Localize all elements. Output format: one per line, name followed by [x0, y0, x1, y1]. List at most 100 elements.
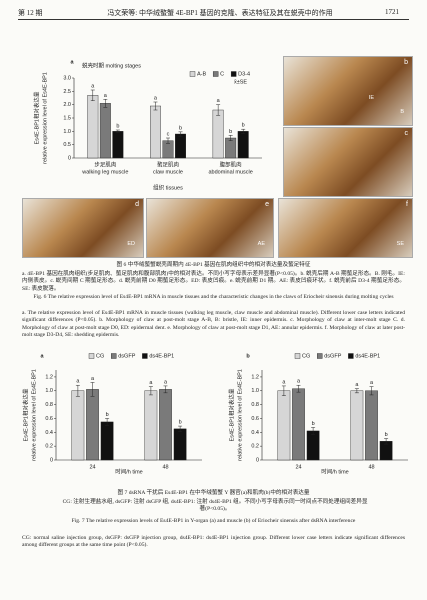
x-tick-label: 48	[368, 464, 374, 470]
photo: d ED	[22, 198, 144, 258]
bar	[100, 421, 114, 461]
y-tick-label: 0.5	[63, 142, 71, 148]
running-title: 冯文荣等: 中华绒螯蟹 4E-BP1 基因的克隆、表达特征及其在蜕壳中的作用	[107, 9, 333, 17]
bar	[86, 389, 99, 461]
legend-label: C	[220, 71, 224, 77]
figure7a-chart: 0 0.2 0.4 0.6 0.8 1.0 1.2 Es4E-BP1相对表达量 relative…	[21, 353, 202, 475]
bar	[150, 105, 161, 159]
bar	[237, 131, 249, 159]
x-axis-label: 时间/h time	[321, 467, 349, 475]
caption-en-body: CG: normal saline injection group, dsGFP…	[22, 535, 405, 549]
legend-swatch	[317, 353, 323, 359]
legend-label: dsGFP	[324, 353, 341, 359]
legend-label: D3-4	[238, 71, 250, 77]
y-tick-label: 0.2	[45, 444, 53, 450]
significance-letter: a	[91, 376, 95, 382]
bar	[144, 390, 158, 461]
caption-zh-body: CG: 注射生理盐水组, dsGFP: 注射 dsGFP 组, ds4E-BP1…	[62, 499, 368, 513]
bar	[350, 390, 364, 461]
x-tick-label: 腹部肌肉	[220, 160, 242, 168]
significance-letter: a	[91, 83, 95, 89]
caption-zh-body: a. 4E-BP1 基因在肌肉组织(步足肌肉、螯足肌肉和腹部肌肉)中的相对表达。…	[22, 271, 405, 292]
legend-label: ds4E-BP1	[355, 353, 380, 359]
photo-label: f	[406, 201, 408, 208]
x-tick-label: 24	[295, 464, 301, 470]
bar	[99, 103, 111, 159]
photo-annotation: SE	[396, 241, 404, 247]
issue: 第 12 期	[18, 9, 43, 17]
x-tick-label: 步足肌肉	[94, 160, 116, 168]
x-axis-label: 时间/h time	[115, 467, 143, 475]
y-tick-label: 1.2	[45, 374, 53, 380]
bar	[212, 109, 224, 159]
significance-letter: a	[76, 379, 80, 385]
caption-zh-title: 图 7 dsRNA 干扰后 Es4E-BP1 在中华绒螯蟹 Y 器官(a)和肌肉…	[117, 490, 310, 496]
significance-letter: a	[104, 93, 108, 99]
x-tick-label: 螯足肌肉	[157, 160, 179, 168]
significance-letter: a	[370, 380, 374, 386]
legend-label: dsGFP	[118, 353, 135, 359]
y-tick-label: 0.4	[45, 430, 53, 436]
photo-annotation: B	[400, 109, 404, 115]
y-tick-label: 1.0	[45, 388, 53, 394]
significance-letter: b	[179, 420, 182, 426]
y-tick-label: 0.8	[251, 402, 259, 408]
y-tick-label: 1.0	[251, 388, 259, 394]
y-tick-label: 1.5	[63, 115, 71, 121]
significance-letter: b	[312, 421, 315, 427]
bar	[112, 131, 124, 159]
bar	[159, 389, 172, 461]
legend-swatch	[88, 353, 95, 359]
error-bar	[105, 418, 110, 426]
caption-en-title: Fig. 7 The relative expression levels of…	[71, 518, 356, 524]
significance-letter: a	[217, 98, 221, 104]
error-bar	[90, 89, 95, 101]
y-tick-label: 0.4	[251, 430, 259, 436]
error-bar	[369, 386, 374, 396]
y-tick-label: 0.8	[45, 402, 53, 408]
significance-letter: a	[154, 95, 158, 101]
photo-annotation: AE	[257, 241, 265, 247]
y-tick-label: 0.6	[45, 416, 53, 422]
photo-label: d	[135, 201, 139, 208]
x-axis-label: 组织 tissues	[153, 183, 183, 191]
error-bar	[354, 388, 359, 394]
bar	[71, 390, 85, 461]
significance-letter: a	[297, 379, 301, 385]
panel-label: a	[70, 59, 74, 65]
y-axis-label: Es4E-BP1相对表达量	[32, 91, 40, 144]
significance-letter: b	[229, 129, 232, 135]
bar	[277, 390, 291, 461]
significance-letter: c	[167, 131, 170, 137]
caption-zh-title: 图 6 中华绒螯蟹蜕壳周期内 4E-BP1 基因在肌肉组织中的相对表达量及螯足特…	[116, 262, 311, 268]
error-bar	[75, 384, 80, 397]
bar	[87, 95, 99, 159]
significance-letter: b	[116, 123, 119, 129]
photo: e AE	[146, 198, 274, 258]
photo: c	[283, 127, 413, 197]
error-bar	[153, 101, 158, 111]
error-bar	[311, 427, 316, 435]
error-bar	[163, 385, 168, 394]
x-tick-label: abdominal muscle	[209, 169, 253, 175]
y-tick-label: 1.2	[251, 374, 259, 380]
legend-swatch	[212, 71, 219, 77]
legend-swatch	[230, 71, 237, 77]
legend-swatch	[294, 353, 301, 359]
legend-label: CG	[302, 353, 310, 359]
error-bar	[178, 425, 183, 432]
significance-letter: b	[179, 125, 182, 131]
y-tick-label: 0	[256, 457, 259, 463]
legend-swatch	[348, 353, 354, 359]
x-tick-label: claw muscle	[153, 169, 183, 175]
error-bar	[115, 129, 120, 133]
photo: f SE	[278, 198, 413, 258]
legend-swatch	[189, 71, 196, 77]
significance-letter: a	[149, 380, 153, 386]
y-tick-label: 3.0	[63, 75, 71, 81]
figure6-chart: 0 0.5 1.0 1.5 2.0 2.5 3.0 Es4E-BP1相对表达量 relative…	[32, 59, 262, 191]
figure7b-chart: 0 0.2 0.4 0.6 0.8 1.0 1.2 Es4E-BP1相对表达量 relative…	[227, 353, 408, 475]
error-bar	[281, 385, 286, 396]
page-number: 1721	[385, 8, 399, 16]
